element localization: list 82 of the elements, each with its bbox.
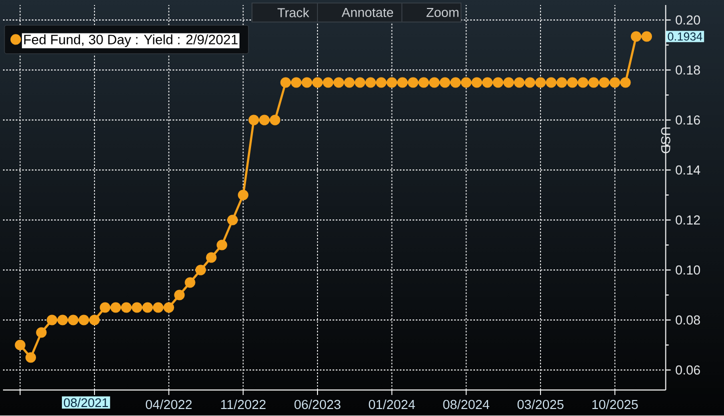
point <box>57 314 68 326</box>
point <box>14 340 26 350</box>
point <box>418 77 430 88</box>
point <box>322 77 334 88</box>
point <box>344 77 355 88</box>
point <box>142 302 153 313</box>
point <box>25 352 36 363</box>
point <box>132 302 142 313</box>
x-tick-label: 04/2022 <box>146 400 192 410</box>
point <box>174 290 185 300</box>
point <box>206 252 217 263</box>
point <box>164 302 174 313</box>
point <box>365 77 376 88</box>
point <box>333 77 344 88</box>
point <box>514 77 525 88</box>
y-tick-label: 0.18 <box>676 65 700 75</box>
point <box>492 77 504 88</box>
point <box>503 77 514 88</box>
annotation: 0.1934 <box>668 32 702 41</box>
point <box>408 77 418 88</box>
x-tick-label: 01/2024 <box>368 400 415 410</box>
y-tick-label: 0.20 <box>676 15 700 25</box>
point <box>121 302 132 313</box>
point <box>630 31 642 42</box>
annotation: Annotate <box>342 8 394 18</box>
point <box>354 77 366 88</box>
point <box>152 302 164 313</box>
point <box>610 77 620 88</box>
point <box>302 77 312 88</box>
point <box>68 314 79 326</box>
point <box>78 314 90 326</box>
x-tick-label: 11/2022 <box>221 400 266 410</box>
text: 08/2021 <box>64 398 108 408</box>
point <box>556 77 568 88</box>
point <box>46 314 58 326</box>
point <box>440 77 450 88</box>
point <box>588 77 599 88</box>
annotation: Track <box>278 8 310 18</box>
y-axis-title: USD <box>661 127 670 154</box>
point <box>567 77 578 88</box>
point <box>620 77 631 88</box>
point <box>290 77 302 88</box>
point <box>460 77 472 88</box>
point <box>36 327 47 338</box>
point <box>450 77 461 88</box>
x-tick-label: 08/2024 <box>443 400 490 410</box>
legend-label: Fed Fund, 30 Day : Yield : 2/9/2021 <box>24 34 238 48</box>
point <box>216 240 228 250</box>
y-tick-label: 0.14 <box>676 165 700 175</box>
point <box>280 77 291 88</box>
point <box>472 77 482 88</box>
point <box>429 77 440 88</box>
y-tick-label: 0.10 <box>676 265 700 275</box>
annotation: Zoom <box>426 8 458 18</box>
point <box>598 77 610 88</box>
point <box>100 302 110 313</box>
y-tick-label: 0.12 <box>676 215 700 225</box>
point <box>578 77 588 88</box>
point <box>195 264 206 276</box>
x-tick-label: 10/2025 <box>592 400 638 410</box>
point <box>259 114 270 126</box>
point <box>270 114 280 126</box>
point <box>248 114 260 126</box>
point <box>535 77 546 88</box>
x-tick-label: 06/2023 <box>294 400 340 410</box>
point <box>238 190 248 200</box>
point <box>524 77 536 88</box>
point <box>227 214 238 226</box>
point <box>89 314 100 326</box>
point <box>482 77 493 88</box>
point <box>376 77 387 88</box>
point <box>397 77 408 88</box>
point <box>312 77 323 88</box>
point <box>546 77 556 88</box>
point <box>110 302 122 313</box>
point <box>184 277 196 288</box>
point <box>641 31 652 42</box>
y-tick-label: 0.16 <box>676 115 700 125</box>
x-tick-label: 03/2025 <box>518 400 564 410</box>
point <box>386 77 398 88</box>
y-tick-label: 0.06 <box>676 365 700 375</box>
y-tick-label: 0.08 <box>676 315 700 325</box>
